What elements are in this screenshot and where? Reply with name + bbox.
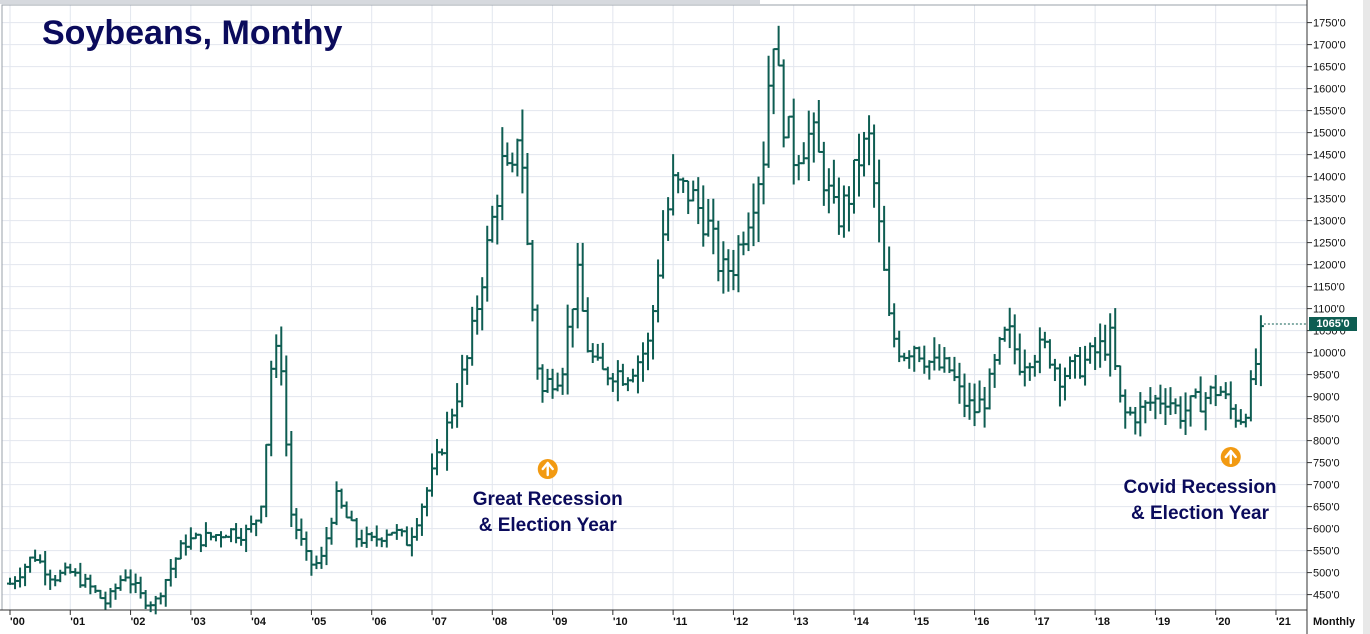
x-tick-label: '20 — [1216, 616, 1231, 628]
x-tick-label: '18 — [1095, 616, 1110, 628]
y-tick-label: 1350'0 — [1313, 194, 1346, 206]
y-tick-label: 1650'0 — [1313, 62, 1346, 74]
x-tick-label: '12 — [733, 616, 748, 628]
x-tick-label: '04 — [251, 616, 267, 628]
arrow-glyph — [541, 461, 554, 477]
y-tick-label: 1250'0 — [1313, 238, 1346, 250]
x-tick-label: '10 — [613, 616, 628, 628]
x-tick-label: '21 — [1276, 616, 1291, 628]
x-tick-label: '19 — [1155, 616, 1170, 628]
annotation-line: & Election Year — [1131, 503, 1269, 524]
y-tick-label: 1400'0 — [1313, 172, 1346, 184]
annotation-line: Covid Recession — [1123, 477, 1277, 498]
up-arrow-icon — [1220, 447, 1241, 467]
y-axis-ticks: 450'0 500'0 550'0 600'0 650'0 700'0 750'0 800'0… — [1313, 18, 1346, 602]
y-tick-label: 1700'0 — [1313, 40, 1346, 52]
last-price-tag: 1065'0 — [1309, 317, 1357, 331]
y-tick-label: 1450'0 — [1313, 150, 1346, 162]
grid — [2, 5, 1307, 610]
period-label: Monthly — [1313, 616, 1356, 628]
up-arrow-icon — [537, 459, 558, 479]
annotation-covid-recession: Covid Recession & Election Year — [1100, 475, 1300, 527]
y-tick-label: 1150'0 — [1313, 282, 1345, 294]
y-tick-label: 1000'0 — [1313, 348, 1346, 360]
x-tick-label: '02 — [131, 616, 146, 628]
x-tick-label: '15 — [914, 616, 929, 628]
x-tick-label: '13 — [794, 616, 809, 628]
y-tick-label: 1550'0 — [1313, 106, 1346, 118]
y-tick-label: 1750'0 — [1313, 18, 1346, 30]
scrollbar-track — [1363, 0, 1370, 634]
ohlc-bars — [7, 25, 1307, 615]
x-tick-label: '05 — [311, 616, 326, 628]
x-tick-label: '06 — [372, 616, 387, 628]
y-tick-label: 800'0 — [1313, 436, 1340, 448]
y-tick-label: 1500'0 — [1313, 128, 1346, 140]
y-tick-label: 1300'0 — [1313, 216, 1346, 228]
x-tick-label: '09 — [553, 616, 568, 628]
x-tick-label: '14 — [854, 616, 870, 628]
annotation-line: & Election Year — [478, 515, 617, 536]
y-tick-label: 750'0 — [1313, 458, 1340, 470]
x-axis-ticks: '00 '01 '02 '03 '04 '05 '06 '07 '08 '09 '10 '11 '12 '… — [10, 616, 1291, 628]
y-tick-label: 900'0 — [1313, 392, 1340, 404]
y-tick-label: 1100'0 — [1313, 304, 1345, 316]
x-tick-label: '16 — [975, 616, 990, 628]
y-tick-label: 600'0 — [1313, 524, 1340, 536]
y-tick-label: 500'0 — [1313, 568, 1340, 580]
y-tick-label: 650'0 — [1313, 502, 1340, 514]
chart-title: Soybeans, Monthy — [42, 14, 343, 52]
x-tick-label: '03 — [191, 616, 206, 628]
x-tick-label: '08 — [492, 616, 507, 628]
annotation-great-recession: Great Recession & Election Year — [448, 487, 648, 539]
arrow-glyph — [1224, 449, 1237, 465]
annotation-markers — [537, 447, 1241, 479]
y-tick-label: 950'0 — [1313, 370, 1340, 382]
x-tick-label: '00 — [10, 616, 25, 628]
y-tick-label: 1600'0 — [1313, 84, 1346, 96]
y-tick-label: 700'0 — [1313, 480, 1340, 492]
annotation-line: Great Recession — [472, 489, 623, 510]
y-tick-label: 450'0 — [1313, 590, 1340, 602]
x-tick-label: '07 — [432, 616, 447, 628]
x-tick-label: '01 — [70, 616, 85, 628]
x-tick-label: '11 — [673, 616, 687, 628]
y-tick-label: 550'0 — [1313, 546, 1340, 558]
x-tick-label: '17 — [1035, 616, 1050, 628]
y-tick-label: 1200'0 — [1313, 260, 1346, 272]
y-tick-label: 850'0 — [1313, 414, 1340, 426]
top-toolbar-strip — [0, 0, 760, 4]
